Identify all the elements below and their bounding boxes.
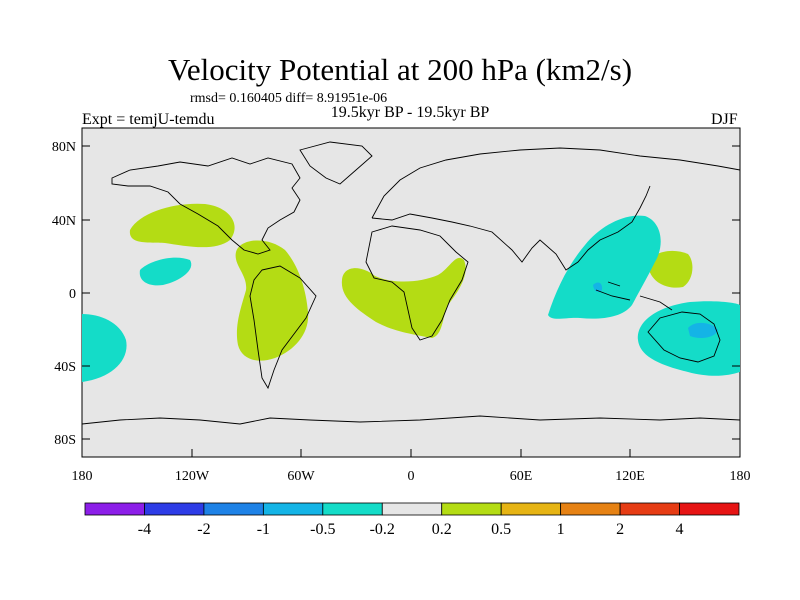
negative-region-east-pacific	[139, 257, 192, 286]
colorbar-labels: -4 -2 -1 -0.5 -0.2 0.2 0.5 1 2 4	[138, 521, 684, 538]
coastline-africa	[365, 225, 469, 341]
colorbar-swatch	[144, 502, 205, 516]
colorbar-swatch	[619, 502, 680, 516]
latitude-labels: 80N 40N 0 40S 80S	[52, 140, 76, 448]
negative-region-south-pacific-west	[82, 314, 127, 382]
positive-region-africa	[341, 257, 466, 338]
lat-label: 40S	[54, 360, 76, 375]
colorbar-label: -4	[138, 521, 151, 538]
colorbar-label: -0.2	[370, 521, 395, 538]
colorbar-swatch	[322, 502, 383, 516]
colorbar-label: 0.5	[491, 521, 511, 538]
lon-label: 60W	[287, 469, 315, 484]
colorbar-swatch	[84, 502, 145, 516]
season-label: DJF	[711, 111, 738, 128]
positive-region-north-pacific	[129, 203, 235, 248]
lon-label: 0	[408, 469, 415, 484]
colorbar-swatch	[203, 502, 264, 516]
lat-label: 80N	[52, 140, 76, 155]
colorbar-swatch	[560, 502, 621, 516]
lon-label: 180	[72, 469, 93, 484]
coastline-australia	[647, 311, 721, 363]
coastline-south-america	[249, 265, 317, 390]
longitude-axis	[81, 449, 741, 457]
coastline-europe-asia	[371, 147, 741, 271]
coastlines	[81, 141, 741, 425]
lon-label: 120W	[175, 469, 210, 484]
colorbar-label: 4	[676, 521, 684, 538]
lat-label: 0	[69, 287, 76, 302]
colorbar-label: -0.5	[310, 521, 335, 538]
lon-label: 120E	[615, 469, 645, 484]
colorbar-swatch	[262, 502, 324, 516]
lat-label: 80S	[54, 433, 76, 448]
negative-region-australia	[637, 301, 740, 376]
positive-region-west-pacific	[648, 250, 693, 288]
period-label: 19.5kyr BP - 19.5kyr BP	[330, 104, 490, 121]
stats-line: rmsd= 0.160405 diff= 8.91951e-06	[190, 91, 388, 106]
colorbar-label: 1	[557, 521, 565, 538]
colorbar-label: -1	[257, 521, 270, 538]
colorbar-label: -2	[197, 521, 210, 538]
colorbar	[84, 502, 740, 516]
lat-label: 40N	[52, 214, 76, 229]
colorbar-swatch	[500, 502, 562, 516]
coastline-indonesia	[595, 281, 673, 311]
negative-region-australia-core	[688, 322, 718, 338]
colorbar-label: 2	[616, 521, 624, 538]
contour-fills	[82, 203, 740, 382]
latitude-axis	[82, 145, 740, 440]
colorbar-swatch	[381, 502, 443, 516]
coastline-greenland	[299, 141, 373, 185]
lon-label: 60E	[510, 469, 533, 484]
longitude-labels: 180 120W 60W 0 60E 120E 180	[72, 469, 751, 484]
lon-label: 180	[730, 469, 751, 484]
colorbar-swatch	[441, 502, 502, 516]
coastline-north-america	[111, 157, 301, 255]
positive-region-americas	[235, 240, 309, 361]
map-title: Velocity Potential at 200 hPa (km2/s)	[167, 52, 633, 87]
experiment-label: Expt = temjU-temdu	[82, 111, 215, 128]
negative-region-asia-core	[593, 282, 603, 293]
negative-region-asia	[548, 215, 661, 319]
colorbar-label: 0.2	[432, 521, 452, 538]
coastline-antarctica	[81, 415, 741, 425]
colorbar-swatch	[679, 502, 740, 516]
